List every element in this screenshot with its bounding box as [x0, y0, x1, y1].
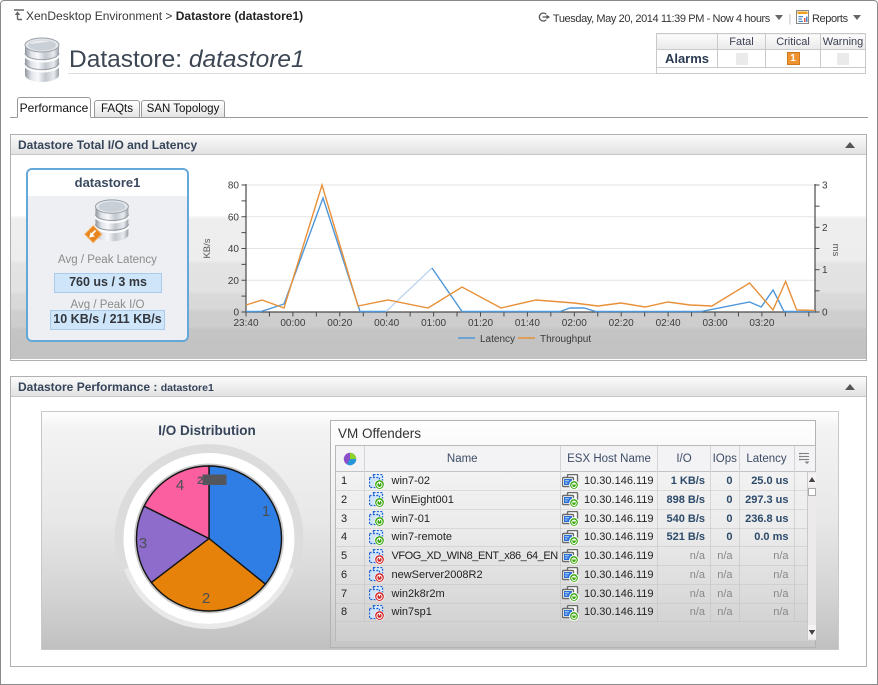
- svg-text:2: 2: [822, 223, 828, 234]
- svg-text:Throughput: Throughput: [540, 334, 591, 345]
- svg-text:Latency: Latency: [480, 334, 515, 345]
- svg-text:3: 3: [139, 535, 147, 552]
- svg-text:02:40: 02:40: [656, 318, 681, 329]
- svg-text:60: 60: [228, 212, 240, 223]
- svg-text:2: 2: [202, 590, 210, 607]
- svg-text:01:20: 01:20: [468, 318, 493, 329]
- svg-text:02:20: 02:20: [609, 318, 634, 329]
- svg-text:40: 40: [228, 244, 240, 255]
- svg-text:3: 3: [822, 181, 828, 192]
- svg-text:00:20: 00:20: [327, 318, 352, 329]
- svg-text:01:40: 01:40: [515, 318, 540, 329]
- svg-text:0: 0: [822, 308, 828, 319]
- svg-text:03:00: 03:00: [702, 318, 727, 329]
- svg-text:KB/s: KB/s: [202, 238, 213, 258]
- svg-text:4: 4: [176, 477, 184, 494]
- svg-text:0: 0: [233, 308, 239, 319]
- svg-text:00:00: 00:00: [280, 318, 305, 329]
- svg-text:00:40: 00:40: [374, 318, 399, 329]
- svg-text:2: 2: [197, 475, 203, 487]
- svg-text:20: 20: [228, 276, 240, 287]
- svg-text:02:00: 02:00: [562, 318, 587, 329]
- svg-text:01:00: 01:00: [421, 318, 446, 329]
- svg-text:03:20: 03:20: [749, 318, 774, 329]
- svg-text:80: 80: [228, 181, 240, 192]
- svg-text:1: 1: [822, 265, 828, 276]
- svg-text:23:40: 23:40: [233, 318, 258, 329]
- svg-text:ms: ms: [830, 244, 841, 257]
- svg-text:1: 1: [262, 503, 270, 520]
